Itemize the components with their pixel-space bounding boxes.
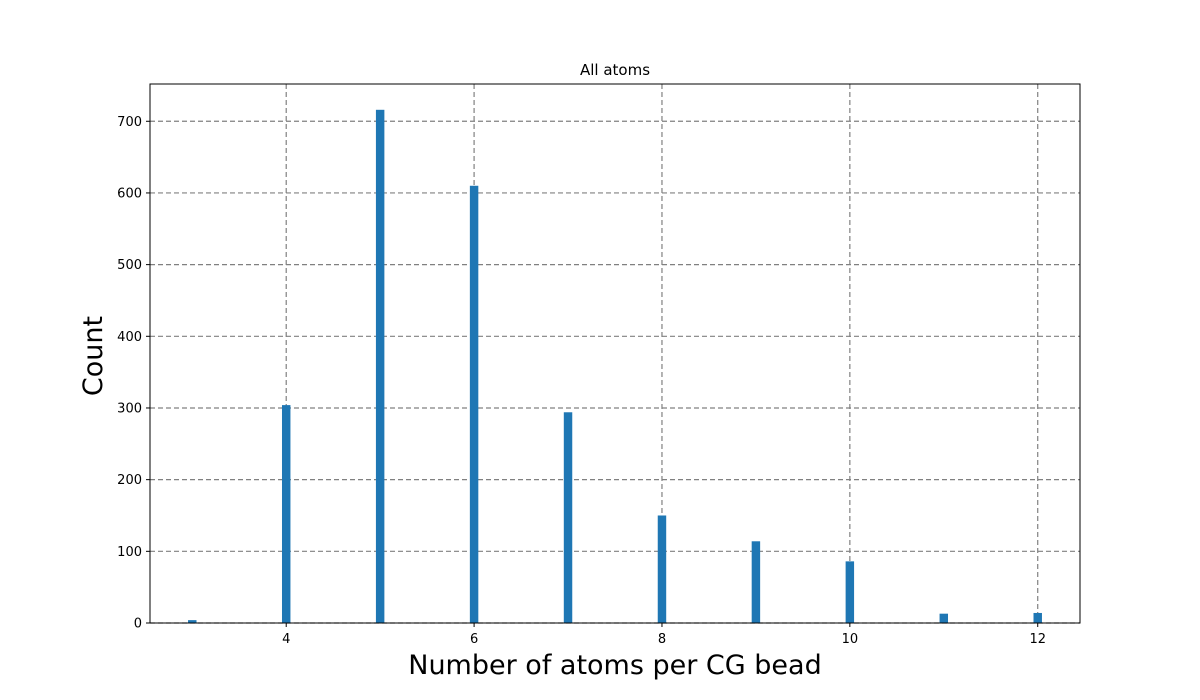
x-tick-label-8: 8 <box>658 632 666 647</box>
x-axis-label: Number of atoms per CG bead <box>408 650 821 681</box>
bar-9 <box>751 541 761 623</box>
bar-11 <box>939 613 949 623</box>
y-tick-label-100: 100 <box>117 545 142 560</box>
y-tick-label-500: 500 <box>117 258 142 273</box>
bar-8 <box>657 515 667 623</box>
x-tick-label-10: 10 <box>842 632 859 647</box>
y-tick-label-200: 200 <box>117 473 142 488</box>
y-tick-label-0: 0 <box>134 617 142 632</box>
y-axis-ticks: 0 100 200 300 400 500 600 700 <box>117 115 150 632</box>
x-axis-ticks: 4 6 8 10 12 <box>282 623 1046 647</box>
bar-6 <box>469 185 479 624</box>
x-tick-label-12: 12 <box>1029 632 1046 647</box>
bar-7 <box>563 412 573 623</box>
y-tick-label-400: 400 <box>117 330 142 345</box>
plot-frame <box>149 83 1081 624</box>
bar-4 <box>281 405 291 623</box>
y-axis-label: Count <box>78 316 109 396</box>
bar-12 <box>1033 612 1042 623</box>
bar-3 <box>188 620 197 623</box>
chart-title: All atoms <box>580 61 650 79</box>
bar-10 <box>845 561 855 623</box>
x-tick-label-4: 4 <box>282 632 290 647</box>
y-tick-label-700: 700 <box>117 115 142 130</box>
bars <box>188 109 1042 624</box>
x-tick-label-6: 6 <box>470 632 478 647</box>
bar-5 <box>375 109 385 623</box>
y-tick-label-300: 300 <box>117 401 142 416</box>
y-tick-label-600: 600 <box>117 186 142 201</box>
